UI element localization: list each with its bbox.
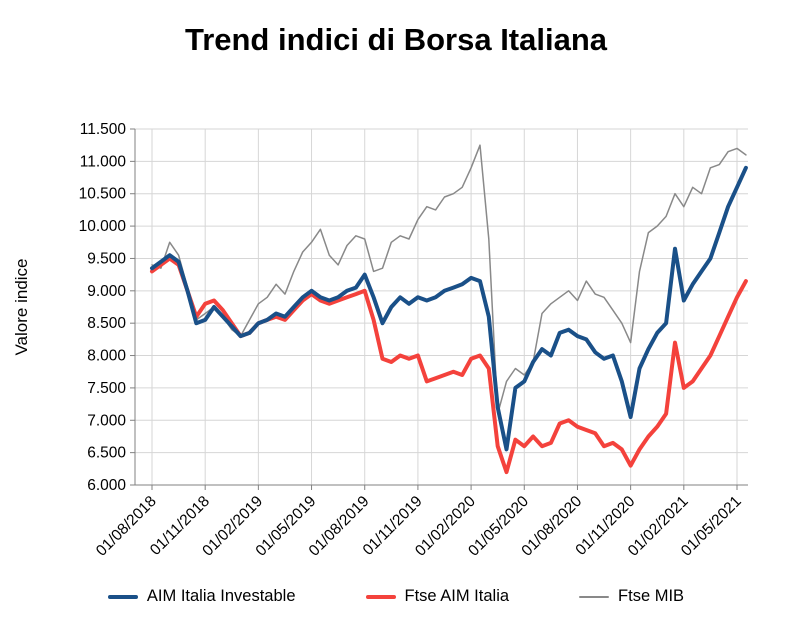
- legend-item-label: Ftse MIB: [618, 587, 685, 605]
- legend-swatch-aim-italia-investable: [107, 594, 138, 599]
- legend-swatch-ftse-mib: [579, 595, 610, 598]
- vertical-gridlines: [151, 129, 738, 485]
- y-tick-label: 7.500: [87, 380, 126, 397]
- chart-title: Trend indici di Borsa Italiana: [184, 22, 608, 57]
- axes: [130, 128, 748, 490]
- legend-item-label: Ftse AIM Italia: [404, 587, 510, 605]
- series-line-ftse-mib: [151, 144, 747, 415]
- y-tick-label: 9.000: [87, 283, 126, 300]
- legend-item-aim-italia-investable: AIM Italia Investable: [107, 587, 296, 606]
- y-axis-labels: 6.000 6.500 7.000 7.500 8.000 8.500 9.000 9.500…: [79, 121, 127, 494]
- y-tick-label: 11.500: [80, 121, 127, 138]
- y-axis-title: Valore indice: [12, 258, 31, 355]
- y-tick-label: 8.000: [87, 348, 126, 365]
- y-tick-label: 9.500: [87, 250, 126, 267]
- y-tick-label: 8.500: [87, 315, 126, 332]
- chart-legend: AIM Italia Investable Ftse AIM Italia Ftse…: [0, 587, 792, 606]
- series-line-aim-italia-investable: [150, 165, 748, 452]
- y-tick-label: 6.500: [87, 445, 126, 462]
- plot-svg: 6.000 6.500 7.000 7.500 8.000 8.500 9.000 9.500…: [12, 121, 748, 560]
- legend-item-ftse-aim-italia: Ftse AIM Italia: [365, 587, 510, 606]
- legend-swatch-ftse-aim-italia: [365, 594, 396, 599]
- y-tick-label: 7.000: [87, 412, 126, 429]
- y-tick-label: 6.000: [87, 477, 126, 494]
- x-axis-labels: 01/08/201801/11/201801/02/201901/05/2019…: [93, 493, 745, 560]
- legend-item-label: AIM Italia Investable: [146, 587, 296, 605]
- y-tick-label: 10.500: [79, 186, 127, 203]
- horizontal-gridlines: [135, 128, 748, 486]
- y-tick-label: 11.000: [80, 153, 127, 170]
- y-tick-label: 10.000: [79, 218, 127, 235]
- legend-item-ftse-mib: Ftse MIB: [579, 587, 684, 606]
